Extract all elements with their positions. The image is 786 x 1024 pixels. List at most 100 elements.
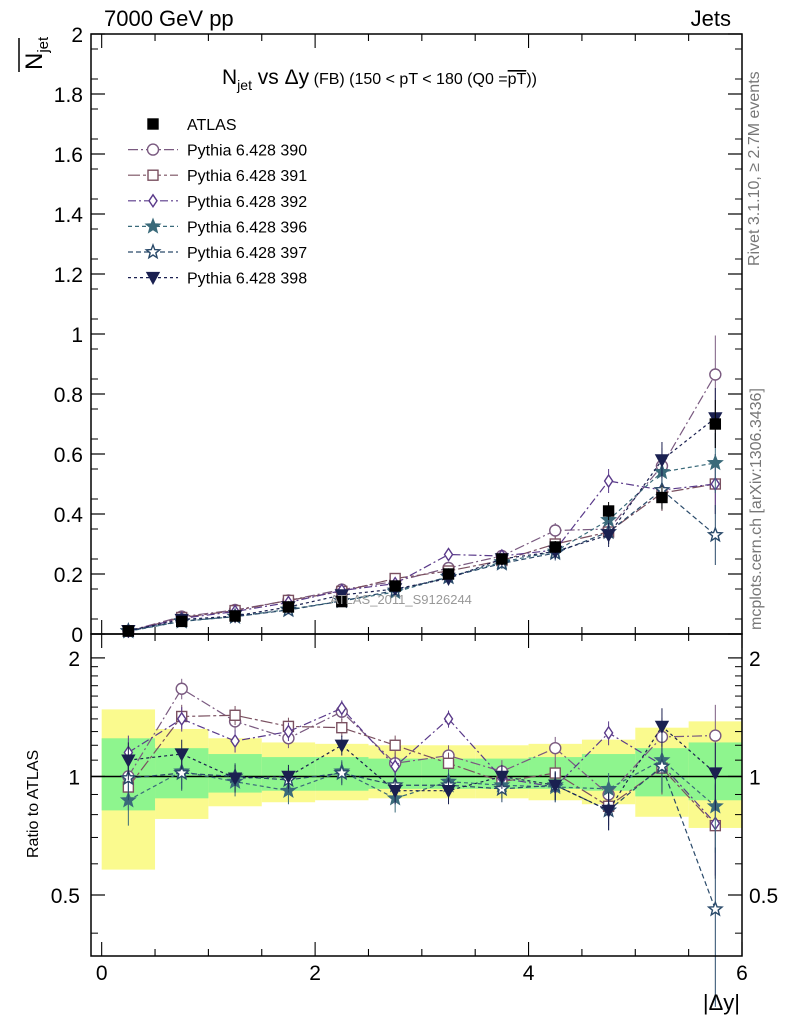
ratio-point: [600, 779, 618, 797]
analysis-watermark: ATLAS_2011_S9126244: [330, 592, 472, 607]
main-ylabel: Njet: [21, 36, 52, 70]
main-ytick-label: 1.2: [54, 264, 83, 287]
data-point: [709, 368, 722, 381]
series-line: [128, 417, 716, 632]
ratio-line: [128, 707, 716, 824]
ratio-ytick-label: 1: [68, 766, 80, 789]
main-ytick-label: 1.4: [54, 204, 84, 227]
legend-label: ATLAS: [187, 117, 237, 134]
legend-entry: Pythia 6.428 397: [128, 243, 307, 262]
data-point: [389, 580, 401, 592]
main-ytick-label: 2: [71, 24, 83, 47]
ratio-point: [548, 779, 563, 793]
ratio-ylabel: Ratio to ATLAS: [25, 750, 42, 858]
main-ytick-label: 1: [71, 324, 83, 347]
ratio-point: [654, 720, 670, 734]
legend-label: Pythia 6.428 391: [187, 168, 307, 185]
ratio-point: [443, 711, 454, 727]
data-point: [496, 553, 508, 565]
ratio-uncertainty-bands: [91, 709, 742, 870]
data-point: [336, 595, 348, 608]
chart-title: Njet vs Δy (FB) (150 < pT < 180 (Q0 =pT)…: [222, 66, 537, 93]
ratio-ytick-label-right: 2: [749, 648, 761, 671]
legend-marker: [147, 169, 159, 181]
legend-entry: Pythia 6.428 391: [128, 168, 307, 185]
ratio-point: [441, 785, 456, 799]
ratio-panel-frame: [90, 633, 743, 957]
xtick-label: 2: [309, 962, 321, 985]
header-left-label: 7000 GeV pp: [104, 6, 234, 31]
main-ytick-label: 0.6: [54, 444, 83, 467]
legend: ATLAS Pythia 6.428 390 Pythia 6.428 391 Pyt…: [128, 117, 307, 288]
data-point: [549, 541, 561, 553]
main-ytick-label: 1.8: [54, 84, 83, 107]
ratio-line: [128, 765, 716, 910]
main-ytick-label: 0.2: [54, 564, 83, 587]
legend-entry: Pythia 6.428 398: [128, 271, 307, 288]
main-series-group: [119, 335, 724, 639]
legend-entry: Pythia 6.428 390: [128, 143, 307, 160]
ratio-point: [549, 741, 562, 755]
data-point: [601, 529, 616, 543]
main-ytick-label: 0.8: [54, 384, 83, 407]
ratio-point: [281, 770, 296, 784]
ratio-point: [653, 757, 671, 774]
series-pythia-6-428-391: [122, 454, 722, 637]
data-point: [122, 625, 135, 637]
data-point: [709, 418, 722, 430]
ratio-point: [387, 785, 403, 799]
ratio-point: [173, 764, 191, 781]
header-right-label: Jets: [690, 6, 731, 31]
data-point: [442, 568, 455, 580]
xtick-label: 6: [736, 962, 748, 985]
legend-label: Pythia 6.428 396: [187, 219, 307, 236]
ratio-point: [176, 711, 187, 727]
ratio-point: [706, 900, 724, 917]
legend-entry: Pythia 6.428 396: [128, 217, 307, 236]
data-point: [654, 454, 670, 468]
legend-marker: [144, 217, 162, 234]
ratio-ytick-label-right: 0.5: [749, 885, 778, 908]
axes-group: 00.20.40.60.811.21.41.61.820 2 4 60.5 0.51 12…: [51, 24, 778, 985]
ratio-point: [230, 733, 240, 749]
ratio-point: [174, 748, 189, 762]
data-point: [549, 524, 562, 537]
ratio-point: [333, 764, 351, 781]
legend-entry: Pythia 6.428 392: [128, 193, 307, 211]
ratio-pythia-6-428-398: [121, 708, 723, 831]
legend-marker: [144, 243, 162, 260]
data-point: [334, 589, 349, 603]
main-ytick-label: 0.4: [54, 504, 84, 527]
ratio-point: [494, 770, 510, 784]
legend-label: Pythia 6.428 398: [187, 271, 307, 288]
legend-marker: [148, 193, 158, 209]
legend-entry: ATLAS: [147, 117, 237, 134]
data-point: [282, 601, 295, 613]
ratio-point: [389, 739, 401, 751]
series-line: [128, 374, 716, 632]
data-point: [176, 615, 188, 628]
ratio-point: [442, 757, 455, 769]
ratio-series-group: [119, 678, 724, 1007]
legend-marker: [146, 143, 160, 156]
legend-marker: [145, 271, 161, 286]
ratio-point: [227, 772, 243, 786]
xlabel: |Δy|: [703, 990, 740, 1015]
series-pythia-6-428-392: [123, 454, 721, 639]
ratio-point: [336, 721, 348, 734]
ratio-point: [390, 759, 400, 774]
ratio-point: [229, 709, 241, 721]
legend-marker: [147, 118, 159, 130]
data-point: [656, 491, 668, 504]
series-line: [128, 480, 716, 632]
ratio-ytick-label: 0.5: [51, 885, 80, 908]
ratio-ytick-label: 2: [68, 648, 80, 671]
legend-label: Pythia 6.428 397: [187, 245, 307, 262]
data-point: [706, 526, 724, 543]
data-point: [602, 505, 615, 517]
ratio-point: [175, 682, 188, 695]
ratio-point: [601, 804, 616, 818]
xtick-label: 4: [523, 962, 535, 985]
ratio-point: [121, 754, 136, 768]
